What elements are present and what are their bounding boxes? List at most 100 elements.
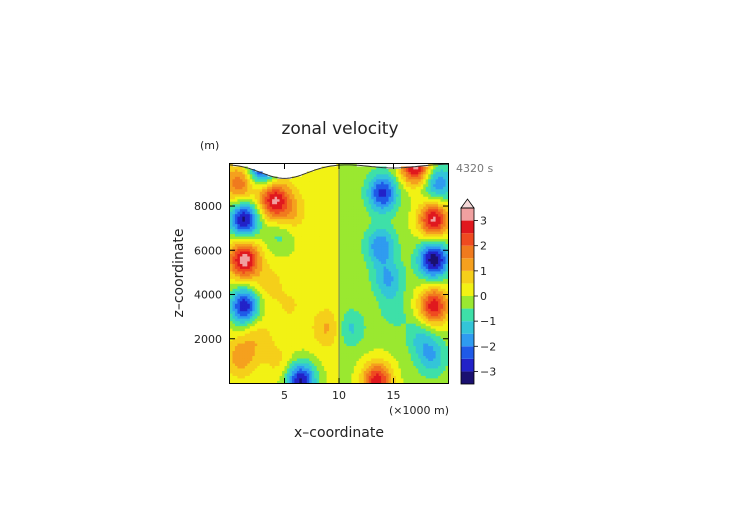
heatmap-cell [294,345,298,349]
heatmap-cell [252,268,256,272]
heatmap-cell [296,345,300,349]
heatmap-cell [244,375,248,379]
heatmap-cell [277,365,280,369]
heatmap-cell [316,246,320,250]
heatmap-cell [319,325,323,329]
heatmap-cell [346,233,350,237]
heatmap-cell [348,226,352,230]
heatmap-cell [324,228,328,232]
heatmap-cell [230,203,233,207]
heatmap-cell [331,358,335,361]
heatmap-cell [311,176,315,180]
heatmap-cell [324,298,328,302]
heatmap-cell [319,338,323,342]
heatmap-cell [277,206,280,210]
heatmap-cell [294,375,298,379]
heatmap-cell [306,318,310,322]
heatmap-cell [264,273,268,277]
heatmap-cell [267,328,271,332]
heatmap-cell [230,318,233,322]
heatmap-cell [264,300,268,304]
heatmap-cell [321,236,325,240]
heatmap-cell [361,203,365,207]
heatmap-cell [259,238,263,242]
heatmap-cell [316,176,320,180]
heatmap-cell [329,228,332,232]
heatmap-cell [262,178,266,182]
heatmap-cell [326,263,330,267]
heatmap-cell [309,365,313,369]
heatmap-cell [301,295,305,299]
heatmap-cell [232,228,236,232]
heatmap-cell [284,373,288,376]
heatmap-cell [304,333,308,337]
heatmap-cell [296,238,300,242]
heatmap-cell [230,258,233,262]
heatmap-cell [289,261,293,264]
heatmap-cell [329,231,332,235]
heatmap-cell [237,280,241,284]
heatmap-cell [324,263,328,267]
heatmap-cell [230,263,233,267]
heatmap-cell [311,263,315,267]
heatmap-cell [341,258,345,262]
heatmap-cell [262,233,266,237]
heatmap-cell [343,320,347,324]
heatmap-cell [301,303,305,307]
heatmap-cell [252,293,256,297]
heatmap-cell [356,218,360,222]
heatmap-cell [259,183,263,187]
heatmap-cell [311,173,315,177]
heatmap-cell [274,196,278,200]
heatmap-cell [282,266,285,269]
heatmap-cell [286,310,290,314]
heatmap-cell [269,213,273,217]
heatmap-cell [242,290,246,294]
heatmap-cell [331,380,335,384]
heatmap-cell [314,218,318,222]
heatmap-cell [334,203,337,207]
heatmap-cell [351,363,355,366]
heatmap-cell [321,271,325,274]
heatmap-cell [277,310,280,314]
heatmap-cell [274,303,278,307]
heatmap-cell [336,285,340,289]
heatmap-cell [249,368,253,371]
heatmap-cell [242,320,246,324]
heatmap-cell [326,256,330,259]
heatmap-cell [324,201,328,205]
heatmap-cell [234,198,238,202]
heatmap-cell [326,241,330,245]
heatmap-cell [279,305,283,309]
heatmap-cell [306,223,310,227]
heatmap-cell [366,320,370,324]
heatmap-cell [321,363,325,366]
heatmap-cell [242,380,246,384]
heatmap-cell [339,373,342,376]
heatmap-cell [361,236,365,240]
heatmap-cell [351,328,355,332]
heatmap-cell [368,241,372,245]
heatmap-cell [309,285,313,289]
heatmap-cell [299,243,303,247]
heatmap-cell [311,211,315,215]
heatmap-cell [279,323,283,327]
heatmap-cell [371,243,375,247]
heatmap-cell [336,343,340,347]
heatmap-cell [252,295,256,299]
heatmap-cell [353,348,357,352]
heatmap-cell [363,345,367,349]
heatmap-cell [304,181,308,185]
heatmap-cell [314,275,318,279]
heatmap-cell [339,293,342,297]
heatmap-cell [358,323,362,327]
heatmap-cell [299,278,303,282]
heatmap-cell [304,308,308,312]
heatmap-cell [277,193,280,197]
heatmap-cell [244,183,248,187]
heatmap-cell [339,251,342,254]
heatmap-cell [363,228,367,232]
heatmap-cell [371,325,375,329]
heatmap-cell [274,178,278,182]
heatmap-cell [348,310,352,314]
